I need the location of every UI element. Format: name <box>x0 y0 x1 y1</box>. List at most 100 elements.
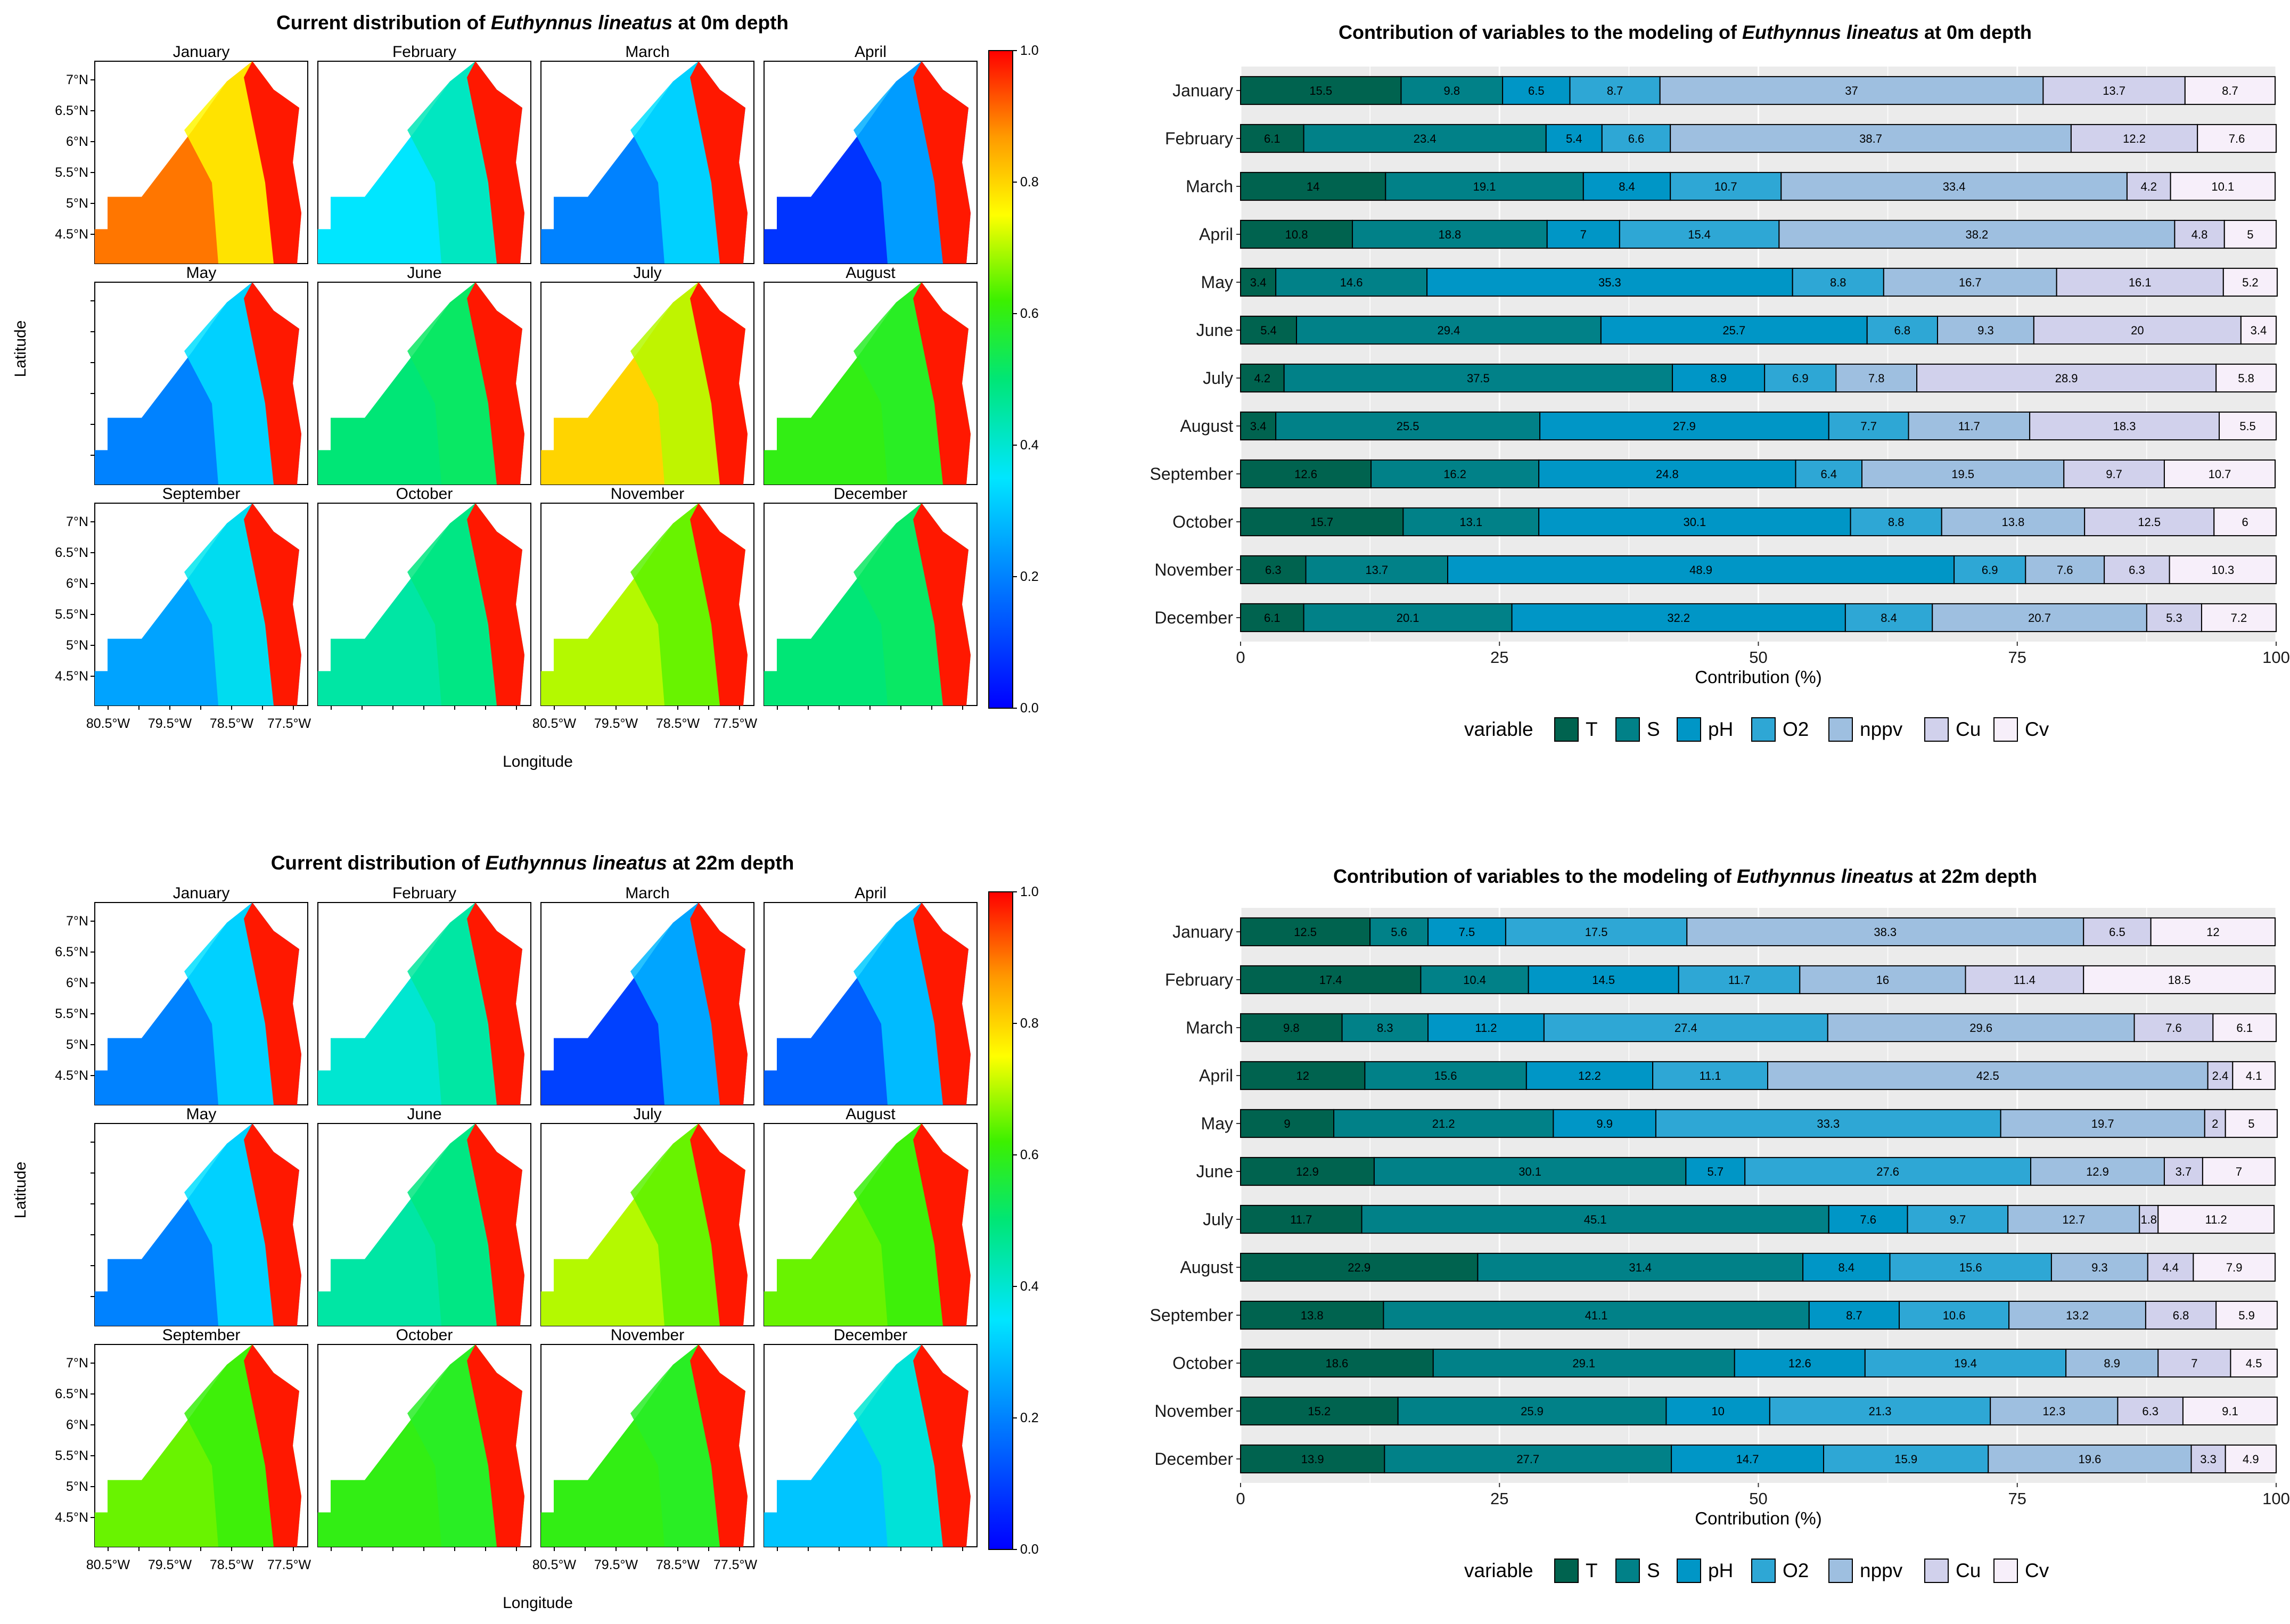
legend-swatch <box>1993 1559 2018 1583</box>
bar-value-label: 10 <box>1711 1405 1724 1418</box>
x-tick-label: 50 <box>1749 648 1767 667</box>
bar-title-22m: Contribution of variables to the modelin… <box>1333 865 2038 887</box>
bar-segment <box>1795 459 1863 489</box>
bar-segment <box>1538 459 1796 489</box>
map-month-label: February <box>392 43 456 61</box>
bar-value-label: 8.9 <box>1710 372 1727 385</box>
bar-value-label: 8.7 <box>2222 84 2238 97</box>
bar-value-label: 8.8 <box>1888 515 1905 529</box>
bar-value-label: 5 <box>2248 1117 2254 1130</box>
lon-tick-label: 77.5°W <box>267 1557 311 1572</box>
bar-segment <box>2063 459 2165 489</box>
map-month-label: February <box>392 884 456 902</box>
bar-value-label: 9.3 <box>2091 1261 2108 1274</box>
bar-value-label: 33.3 <box>1817 1117 1840 1130</box>
bar-segment <box>1373 1157 1687 1186</box>
bar-value-label: 12.9 <box>1296 1165 1319 1178</box>
bar-value-label: 5.9 <box>2238 1309 2255 1322</box>
x-axis-label: Contribution (%) <box>1695 1508 1821 1528</box>
category-label: September <box>1150 1306 1233 1325</box>
bar-value-label: 38.2 <box>1965 228 1988 241</box>
map-cell: June <box>317 264 531 485</box>
bar-value-label: 10.1 <box>2211 180 2234 193</box>
map-cell: January 7°N 6.5°N 6°N 5.5°N 5°N 4.5°N <box>55 884 308 1105</box>
bar-value-label: 7.2 <box>2231 611 2247 625</box>
bar-value-label: 4.9 <box>2243 1453 2259 1466</box>
bar-value-label: 15.2 <box>1308 1405 1331 1418</box>
map-coastal-area <box>244 1123 301 1326</box>
lat-tick-label: 4.5°N <box>55 669 88 684</box>
bar-value-label: 20.7 <box>2028 611 2051 625</box>
bar-segment <box>2145 1300 2217 1330</box>
bar-value-label: 15.4 <box>1688 228 1711 241</box>
bar-value-label: 16.2 <box>1443 467 1466 481</box>
map-cell: November 80.5°W 79.5°W 78.5°W 77.5°W <box>532 1326 758 1572</box>
lon-tick-label: 79.5°W <box>148 1557 192 1572</box>
bar-value-label: 19.5 <box>1951 467 1974 481</box>
bar-value-label: 15.6 <box>1959 1261 1982 1274</box>
bar-value-label: 48.9 <box>1689 563 1712 577</box>
colorbar-tick-label: 0.8 <box>1020 175 1039 190</box>
bar-segment <box>1240 1157 1375 1186</box>
bar-value-label: 32.2 <box>1667 611 1690 625</box>
bar-segment <box>1866 315 1938 345</box>
bar-segment <box>2163 459 2276 489</box>
legend-label: Cv <box>2025 718 2049 740</box>
legend-label: pH <box>1708 718 1733 740</box>
bar-segment <box>2197 124 2277 153</box>
map-cell: August <box>764 264 978 485</box>
map-coastal-area <box>467 1123 524 1326</box>
map-month-label: June <box>407 264 441 282</box>
lat-tick-label: 7°N <box>66 514 88 529</box>
bar-segment <box>1744 1157 2032 1186</box>
bar-segment <box>2000 1109 2205 1138</box>
map-coastal-area <box>690 1123 748 1326</box>
bar-value-label: 42.5 <box>1976 1069 1999 1082</box>
colorbar-tick-label: 0.0 <box>1020 701 1039 716</box>
bar-value-label: 23.4 <box>1414 132 1437 145</box>
bar-value-label: 10.7 <box>1714 180 1737 193</box>
category-label: January <box>1172 922 1233 941</box>
bar-value-label: 3.3 <box>2200 1453 2217 1466</box>
legend-swatch <box>1828 1559 1853 1583</box>
bar-value-label: 5.4 <box>1260 324 1277 337</box>
bar-segment <box>1447 555 1955 585</box>
map-cell: December <box>764 1326 978 1551</box>
x-tick-label: 0 <box>1236 648 1245 667</box>
bar-segment <box>2223 219 2277 249</box>
bar-segment <box>1655 1109 2001 1138</box>
colorbar-tick-label: 0.2 <box>1020 1410 1039 1425</box>
bar-segment <box>1303 124 1547 153</box>
bar-segment <box>1799 965 1966 995</box>
map-panel-group-0m: January 7°N 6.5°N 6°N 5.5°N 5°N 4.5°N February M… <box>12 43 1039 770</box>
bar-value-label: 25.5 <box>1397 420 1419 433</box>
bar-segment <box>1303 603 1513 633</box>
bar-value-label: 6.3 <box>1265 563 1282 577</box>
colorbar-tick-label: 0.2 <box>1020 569 1039 584</box>
bar-value-label: 7 <box>2191 1357 2197 1370</box>
bar-value-label: 13.7 <box>1365 563 1388 577</box>
bar-segment <box>1685 1157 1746 1186</box>
lon-tick-label: 77.5°W <box>713 1557 758 1572</box>
bar-segment <box>2222 267 2278 297</box>
legend-label: nppv <box>1860 1560 1903 1581</box>
category-label: June <box>1196 1162 1233 1181</box>
bar-segment <box>1678 965 1801 995</box>
bar-segment <box>2230 1348 2278 1378</box>
bar-segment <box>2126 171 2171 201</box>
bar-value-label: 25.7 <box>1722 324 1745 337</box>
bar-segment <box>2157 1204 2275 1234</box>
bar-segment <box>1505 917 1688 947</box>
bar-value-label: 3.4 <box>2251 324 2267 337</box>
bar-segment <box>1240 507 1404 537</box>
bar-value-label: 7.8 <box>1868 372 1885 385</box>
bar-segment <box>1240 76 1402 105</box>
bar-value-label: 17.5 <box>1585 925 1608 939</box>
bar-segment <box>2008 1300 2146 1330</box>
bar-value-label: 38.3 <box>1874 925 1897 939</box>
bar-segment <box>1275 411 1541 441</box>
bar-segment <box>1240 965 1422 995</box>
bar-segment <box>2147 1252 2194 1282</box>
lat-tick-label: 6°N <box>66 1417 88 1432</box>
bar-segment <box>1240 1444 1385 1474</box>
